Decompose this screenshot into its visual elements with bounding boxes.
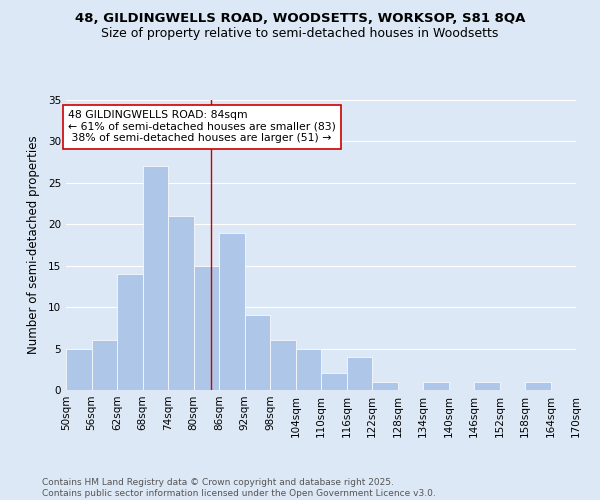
- Bar: [193, 266, 219, 390]
- Text: Contains HM Land Registry data © Crown copyright and database right 2025.
Contai: Contains HM Land Registry data © Crown c…: [42, 478, 436, 498]
- Bar: [423, 382, 449, 390]
- Bar: [347, 357, 372, 390]
- Text: 48, GILDINGWELLS ROAD, WOODSETTS, WORKSOP, S81 8QA: 48, GILDINGWELLS ROAD, WOODSETTS, WORKSO…: [75, 12, 525, 26]
- Bar: [91, 340, 117, 390]
- Text: 48 GILDINGWELLS ROAD: 84sqm
← 61% of semi-detached houses are smaller (83)
 38% : 48 GILDINGWELLS ROAD: 84sqm ← 61% of sem…: [68, 110, 336, 143]
- Bar: [219, 232, 245, 390]
- Bar: [245, 316, 270, 390]
- Bar: [296, 348, 321, 390]
- Bar: [66, 348, 91, 390]
- Bar: [474, 382, 499, 390]
- Y-axis label: Number of semi-detached properties: Number of semi-detached properties: [26, 136, 40, 354]
- Bar: [321, 374, 347, 390]
- Text: Size of property relative to semi-detached houses in Woodsetts: Size of property relative to semi-detach…: [101, 28, 499, 40]
- Bar: [372, 382, 398, 390]
- Bar: [168, 216, 193, 390]
- Bar: [143, 166, 168, 390]
- Bar: [270, 340, 296, 390]
- Bar: [525, 382, 551, 390]
- Bar: [117, 274, 143, 390]
